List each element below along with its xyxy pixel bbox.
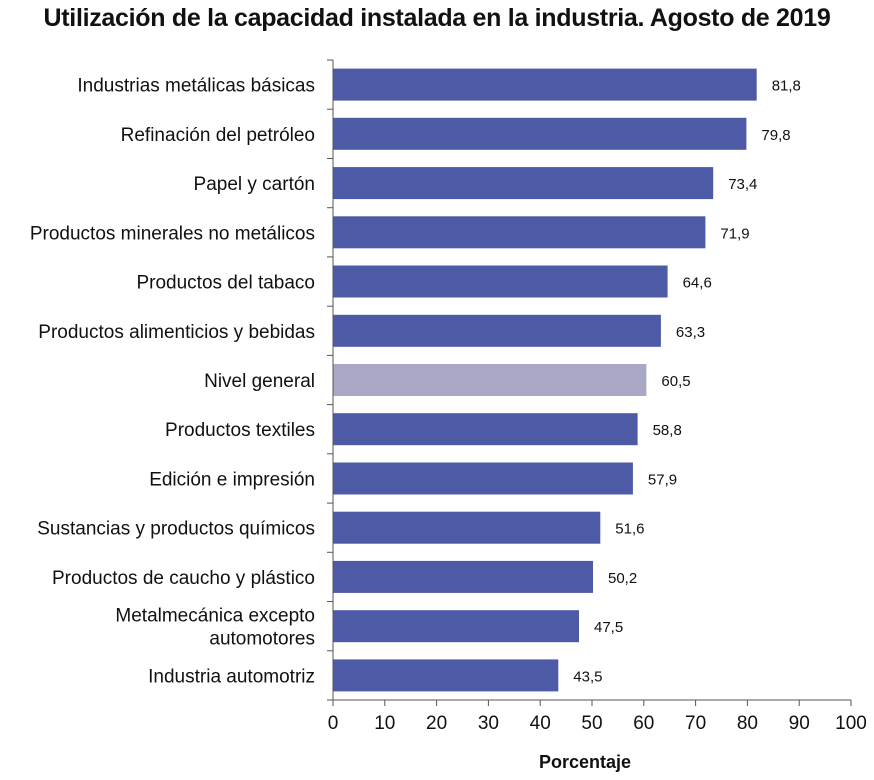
x-tick-label: 70 bbox=[685, 713, 706, 734]
category-label-line: automotores bbox=[209, 629, 315, 650]
data-label: 63,3 bbox=[676, 324, 705, 341]
bar bbox=[333, 610, 579, 643]
category-label: Productos textiles bbox=[165, 420, 315, 441]
bar bbox=[333, 265, 668, 298]
category-label: Nivel general bbox=[204, 371, 315, 392]
category-labels: Industrias metálicas básicas Refinación d… bbox=[30, 76, 315, 688]
bar bbox=[333, 364, 647, 396]
category-label: Industria automotriz bbox=[148, 666, 315, 687]
category-label: Productos minerales no metálicos bbox=[30, 223, 315, 244]
bar bbox=[333, 314, 661, 347]
category-label-line: Metalmecánica excepto bbox=[115, 606, 315, 627]
x-tick-label: 0 bbox=[328, 713, 339, 734]
x-axis-title: Porcentaje bbox=[539, 752, 631, 772]
value-labels: 81,8 79,8 73,4 71,9 64,6 63,3 60,5 58,8 57,9 51,6… bbox=[573, 78, 801, 686]
data-label: 58,8 bbox=[653, 422, 682, 439]
x-tick-label: 50 bbox=[581, 713, 602, 734]
bar bbox=[333, 68, 757, 101]
x-axis: 0 10 20 30 40 50 60 70 80 90 100 bbox=[327, 59, 867, 734]
bar bbox=[333, 511, 601, 544]
data-label: 47,5 bbox=[594, 619, 623, 636]
x-tick-label: 80 bbox=[737, 713, 758, 734]
bar bbox=[333, 413, 638, 446]
data-label: 79,8 bbox=[761, 127, 790, 144]
data-label: 51,6 bbox=[615, 521, 644, 538]
bar bbox=[333, 560, 593, 593]
x-tick-label: 20 bbox=[426, 713, 447, 734]
category-label: Industrias metálicas básicas bbox=[77, 76, 315, 97]
bar bbox=[333, 167, 714, 200]
x-tick-label: 40 bbox=[530, 713, 551, 734]
data-label: 43,5 bbox=[573, 668, 602, 685]
data-label: 71,9 bbox=[720, 225, 749, 242]
category-label: Refinación del petróleo bbox=[121, 125, 315, 146]
data-label: 81,8 bbox=[772, 78, 801, 95]
bar bbox=[333, 462, 633, 495]
category-label: Papel y cartón bbox=[194, 174, 315, 195]
x-tick-label: 30 bbox=[478, 713, 499, 734]
data-label: 73,4 bbox=[728, 176, 757, 193]
category-label: Edición e impresión bbox=[149, 470, 315, 491]
bar bbox=[333, 216, 706, 249]
category-label: Productos de caucho y plástico bbox=[52, 568, 315, 589]
x-tick-label: 10 bbox=[374, 713, 395, 734]
data-label: 60,5 bbox=[661, 373, 690, 390]
bar bbox=[333, 659, 559, 692]
category-label: Productos del tabaco bbox=[136, 273, 315, 294]
category-label: Productos alimenticios y bebidas bbox=[38, 322, 315, 343]
data-label: 50,2 bbox=[608, 570, 637, 587]
x-tick-label: 60 bbox=[633, 713, 654, 734]
x-tick-label: 100 bbox=[835, 713, 867, 734]
chart-title: Utilización de la capacidad instalada en… bbox=[43, 4, 831, 32]
data-label: 64,6 bbox=[683, 275, 712, 292]
data-label: 57,9 bbox=[648, 472, 677, 489]
bars bbox=[333, 68, 757, 692]
category-label: Sustancias y productos químicos bbox=[37, 519, 315, 540]
bar bbox=[333, 117, 747, 150]
x-tick-label: 90 bbox=[789, 713, 810, 734]
